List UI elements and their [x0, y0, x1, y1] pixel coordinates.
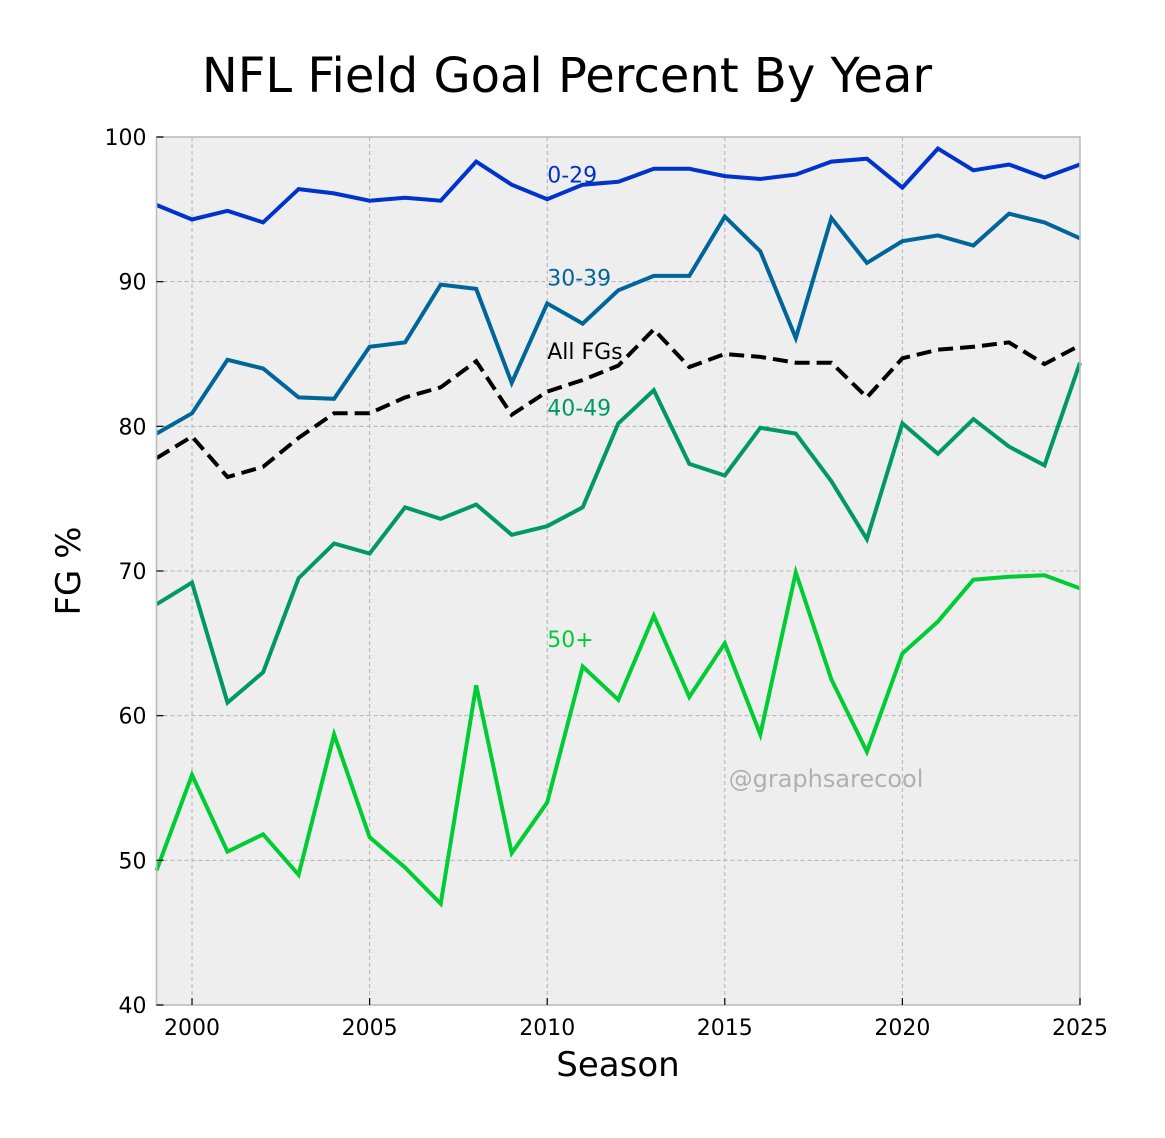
series-line-40-49 [155, 362, 1082, 707]
series-labels: 0-29 30-39 All FGs 40-49 50+ [547, 164, 622, 653]
y-tick-label: 70 [119, 560, 147, 585]
series-line-all-fgs [155, 326, 1081, 480]
series-label: 40-49 [547, 397, 611, 422]
y-tick-label: 50 [119, 849, 147, 874]
y-tick-label: 100 [105, 126, 147, 151]
x-tick-label: 2025 [1052, 1016, 1108, 1041]
y-tick-label: 90 [119, 271, 147, 296]
x-tick-label: 2020 [874, 1016, 930, 1041]
x-tick-label: 2010 [519, 1016, 575, 1041]
plot-area [156, 137, 1080, 1005]
y-tick-label: 60 [119, 705, 147, 730]
series-line-50- [154, 564, 1081, 908]
chart-title: NFL Field Goal Percent By Year [202, 48, 932, 104]
series-line-30-39 [155, 211, 1081, 436]
x-axis-label: Season [556, 1045, 679, 1085]
series-layer [154, 146, 1082, 908]
ticks: 2000 2005 2010 2015 2020 2025 40 50 60 70 80 90 100 [105, 126, 1109, 1041]
watermark: @graphsarecool [729, 765, 924, 793]
y-tick-label: 40 [119, 994, 147, 1019]
series-label: 50+ [547, 628, 593, 653]
x-tick-label: 2000 [164, 1016, 220, 1041]
series-line-0-29 [155, 146, 1081, 225]
y-tick-label: 80 [119, 415, 147, 440]
series-label: 0-29 [547, 164, 597, 189]
series-label: 30-39 [547, 266, 611, 291]
x-tick-label: 2015 [697, 1016, 753, 1041]
x-tick-label: 2005 [342, 1016, 398, 1041]
y-axis-label: FG % [49, 526, 89, 615]
series-label: All FGs [547, 340, 622, 365]
